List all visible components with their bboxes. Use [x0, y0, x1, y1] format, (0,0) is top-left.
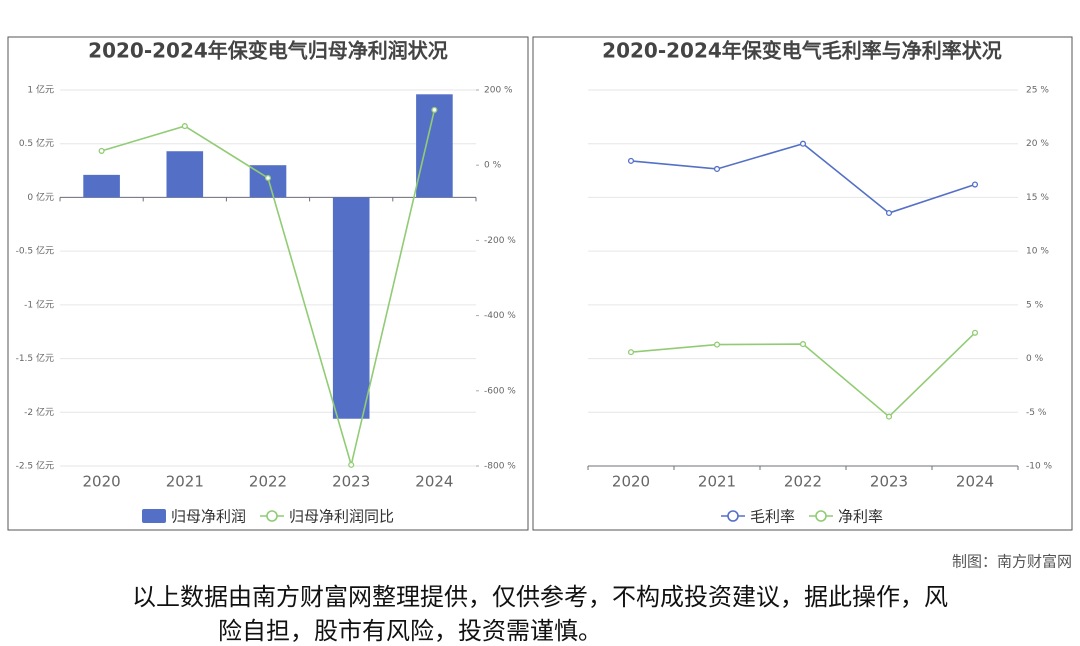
panel-frame	[532, 36, 1073, 531]
y2-tick-label: 0 %	[484, 161, 502, 171]
x-tick-label: 2024	[956, 473, 994, 491]
y-tick-label: 1 亿元	[27, 84, 54, 96]
legend: 毛利率 净利率	[720, 508, 883, 526]
point	[181, 123, 188, 130]
legend-label: 净利率	[838, 508, 883, 526]
point	[971, 181, 979, 188]
legend-swatch	[727, 510, 739, 522]
y-tick-label: -2.5 亿元	[16, 460, 54, 472]
chart-title: 2020-2024年保变电气毛利率与净利率状况	[602, 39, 1002, 63]
bar	[166, 151, 204, 198]
bar	[332, 197, 370, 419]
point	[348, 461, 355, 468]
y-tick-label: -10 %	[1026, 462, 1053, 472]
legend-label: 归母净利润	[171, 508, 246, 526]
x-tick-label: 2023	[870, 473, 908, 491]
point	[627, 157, 635, 164]
y2-tick-label: -200 %	[484, 236, 516, 246]
chart-title: 2020-2024年保变电气归母净利润状况	[88, 39, 448, 63]
point	[799, 140, 807, 147]
point	[264, 174, 272, 182]
y-tick-label: -2 亿元	[24, 406, 54, 418]
bar	[83, 174, 120, 198]
y-tick-label: 25 %	[1026, 86, 1049, 96]
point	[971, 329, 979, 336]
point	[713, 341, 721, 348]
y-tick-label: -5 %	[1026, 408, 1047, 418]
y-tick-label: 20 %	[1026, 139, 1049, 149]
x-tick-label: 2021	[698, 473, 736, 491]
y-tick-label: 5 %	[1026, 300, 1044, 310]
x-tick-label: 2020	[612, 473, 650, 491]
y-tick-label: 10 %	[1026, 247, 1049, 257]
disclaimer: 以上数据由南方财富网整理提供，仅供参考，不构成投资建议，据此操作，风	[132, 583, 948, 611]
point	[885, 413, 893, 420]
point	[431, 106, 438, 113]
legend-label: 毛利率	[750, 508, 795, 526]
y-tick-label: 0.5 亿元	[19, 137, 54, 149]
y-tick-label: -1.5 亿元	[16, 352, 54, 364]
y2-tick-label: -400 %	[484, 311, 516, 321]
legend-swatch	[815, 510, 827, 522]
x-tick-label: 2022	[784, 473, 822, 491]
y2-tick-label: 200 %	[484, 86, 513, 96]
legend: 归母净利润 归母净利润同比	[141, 508, 394, 526]
credit: 制图：南方财富网	[952, 553, 1072, 571]
y-tick-label: 0 %	[1026, 354, 1044, 364]
point	[885, 209, 893, 217]
y-tick-label: 15 %	[1026, 193, 1049, 203]
x-tick-label: 2020	[83, 473, 121, 491]
y-tick-label: 0 亿元	[27, 191, 54, 203]
x-tick-label: 2024	[415, 473, 453, 491]
legend-swatch	[266, 510, 278, 522]
y2-tick-label: -600 %	[484, 386, 516, 396]
point	[627, 349, 635, 356]
x-tick-label: 2023	[332, 473, 370, 491]
legend-label: 归母净利润同比	[289, 508, 394, 526]
legend-swatch	[141, 509, 166, 523]
disclaimer: 险自担，股市有风险，投资需谨慎。	[218, 617, 602, 645]
point	[98, 147, 105, 154]
x-tick-label: 2022	[249, 473, 287, 491]
y-tick-label: -1 亿元	[24, 298, 54, 310]
point	[799, 341, 807, 348]
y2-tick-label: -800 %	[484, 462, 516, 472]
x-tick-label: 2021	[166, 473, 204, 491]
point	[713, 165, 721, 173]
y-tick-label: -0.5 亿元	[16, 245, 54, 257]
